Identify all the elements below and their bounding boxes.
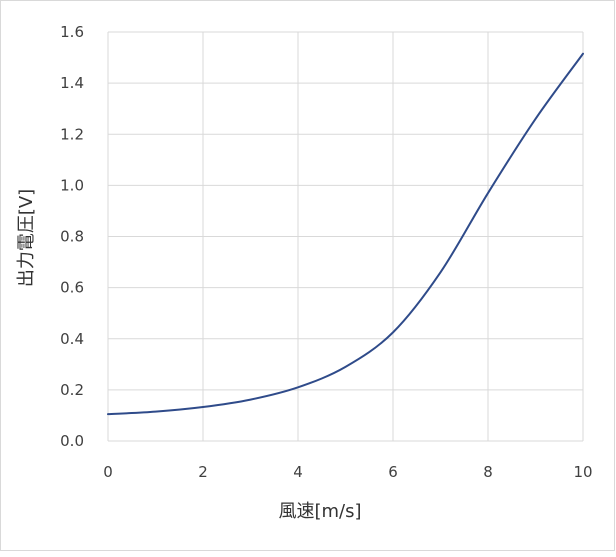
y-tick-label: 0.8 (60, 228, 84, 246)
x-axis-title: 風速[m/s] (278, 501, 361, 522)
y-axis-title: 出力電圧[V] (16, 189, 37, 287)
horizontal-gridlines (108, 31, 583, 442)
x-tick-label: 2 (198, 463, 208, 481)
x-tick-labels: 0 2 4 6 8 10 (103, 463, 592, 481)
y-tick-label: 1.0 (60, 176, 84, 194)
x-tick-label: 6 (388, 463, 398, 481)
y-tick-label: 1.6 (60, 23, 84, 41)
series-line (107, 52, 584, 416)
x-tick-label: 10 (573, 463, 592, 481)
x-tick-label: 4 (293, 463, 303, 481)
y-tick-label: 1.2 (60, 125, 84, 143)
series-layer (107, 52, 584, 416)
y-tick-labels: 0.0 0.2 0.4 0.6 0.8 1.0 1.2 1.4 1.6 (60, 23, 84, 450)
y-tick-label: 0.6 (60, 279, 84, 297)
x-tick-label: 0 (103, 463, 113, 481)
y-tick-label: 1.4 (60, 74, 84, 92)
x-tick-label: 8 (483, 463, 493, 481)
y-tick-label: 0.0 (60, 432, 84, 450)
y-tick-label: 0.2 (60, 381, 84, 399)
y-tick-label: 0.4 (60, 330, 84, 348)
